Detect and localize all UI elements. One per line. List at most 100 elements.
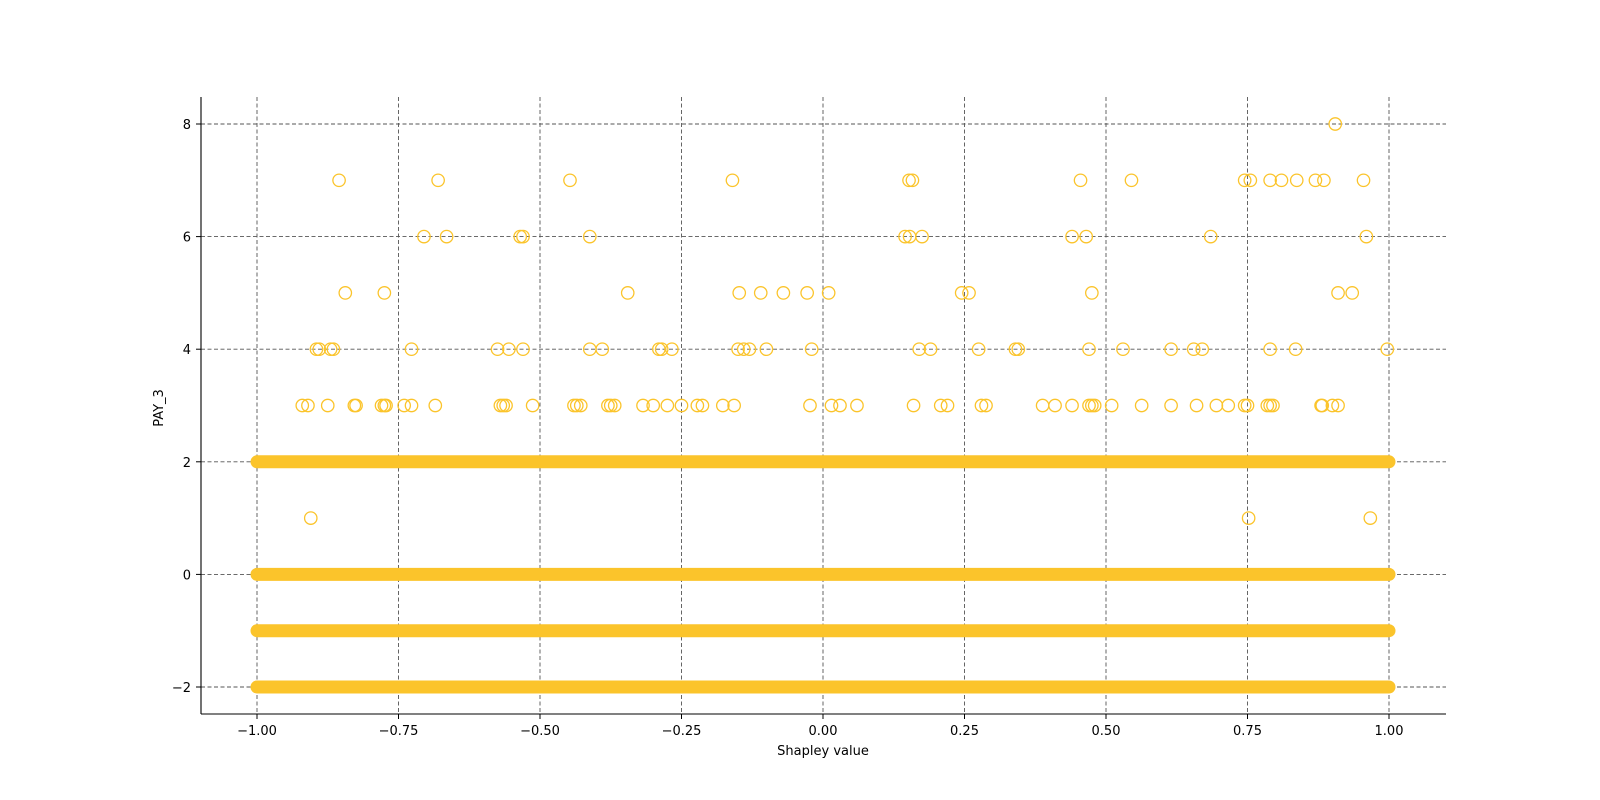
data-point — [742, 342, 757, 357]
data-point — [1164, 342, 1178, 357]
x-tick-label: −0.50 — [520, 724, 560, 739]
data-point — [962, 286, 976, 300]
data-point — [1079, 229, 1094, 244]
data-point — [573, 398, 588, 413]
data-point — [660, 398, 675, 413]
data-point — [776, 286, 791, 300]
data-point — [1189, 398, 1204, 413]
data-point — [1085, 398, 1099, 413]
data-point — [1263, 342, 1277, 357]
data-point — [1195, 342, 1210, 357]
y-axis-label: PAY_3 — [152, 389, 167, 427]
data-point — [654, 342, 669, 357]
data-point — [1315, 398, 1330, 413]
data-point — [1331, 286, 1345, 300]
x-axis-label: Shapley value — [777, 744, 869, 759]
data-point — [332, 173, 346, 188]
data-point — [1241, 511, 1256, 525]
data-point — [1359, 229, 1374, 244]
data-point — [582, 229, 597, 244]
data-point — [665, 342, 679, 357]
data-point — [954, 286, 969, 300]
data-point — [759, 342, 774, 357]
data-point — [502, 342, 516, 357]
data-point — [326, 342, 341, 357]
data-point — [404, 342, 419, 357]
data-point — [525, 398, 540, 413]
data-point — [732, 286, 747, 300]
data-point — [727, 398, 741, 413]
data-point — [715, 398, 730, 413]
data-point — [824, 398, 839, 413]
data-point — [1116, 342, 1130, 357]
data-point — [979, 398, 993, 413]
data-point — [1345, 286, 1360, 300]
x-tick-label: −0.25 — [662, 724, 702, 739]
data-point — [1288, 342, 1303, 357]
y-axis-ticks: −2 0 2 4 6 8 — [172, 118, 201, 696]
data-point — [607, 398, 622, 413]
data-point — [563, 173, 577, 188]
data-point — [1221, 398, 1236, 413]
data-point — [417, 229, 431, 244]
data-point — [1209, 398, 1224, 413]
y-tick-label: −2 — [172, 681, 191, 696]
data-point — [1274, 173, 1289, 188]
y-tick-label: 0 — [183, 568, 191, 583]
data-point — [338, 286, 353, 300]
data-point — [1308, 173, 1323, 188]
data-point — [1263, 173, 1277, 188]
y-tick-label: 2 — [183, 456, 191, 471]
data-point — [725, 173, 740, 188]
data-point — [1085, 286, 1099, 300]
data-point — [1186, 342, 1201, 357]
data-point — [1104, 398, 1119, 413]
data-point — [1328, 117, 1343, 131]
data-point — [1134, 398, 1149, 413]
x-axis-ticks: −1.00 −0.75 −0.50 −0.25 0.00 0.25 0.50 0.75 1.00 — [237, 714, 1403, 739]
data-point — [404, 398, 419, 413]
data-point — [898, 229, 912, 244]
data-point — [971, 342, 986, 357]
data-point — [1065, 229, 1079, 244]
data-point — [569, 398, 584, 413]
data-point — [1325, 398, 1340, 413]
data-point — [603, 398, 618, 413]
x-tick-label: 1.00 — [1375, 724, 1404, 739]
data-point — [379, 398, 393, 413]
data-point — [516, 342, 530, 357]
y-tick-label: 6 — [183, 231, 191, 246]
data-point — [1289, 173, 1304, 188]
data-point — [736, 342, 751, 357]
data-point — [620, 286, 635, 300]
data-point — [1048, 398, 1062, 413]
data-point — [1317, 173, 1331, 188]
data-point — [303, 511, 318, 525]
data-point — [1356, 173, 1371, 188]
data-point — [516, 229, 530, 244]
data-point — [1314, 398, 1328, 413]
data-point — [690, 398, 705, 413]
data-point — [377, 286, 392, 300]
data-point — [646, 398, 661, 413]
x-tick-label: −0.75 — [379, 724, 419, 739]
data-point — [431, 173, 445, 188]
data-point — [301, 398, 315, 413]
data-point — [803, 398, 817, 413]
data-point — [636, 398, 650, 413]
data-point — [428, 398, 443, 413]
x-tick-label: 0.00 — [809, 724, 838, 739]
data-point — [1331, 398, 1345, 413]
data-point — [974, 398, 989, 413]
data-point — [439, 229, 454, 244]
data-point — [397, 398, 412, 413]
x-tick-label: 0.50 — [1092, 724, 1121, 739]
x-tick-label: 0.25 — [950, 724, 979, 739]
data-point — [800, 286, 815, 300]
data-point — [1266, 398, 1280, 413]
data-point — [496, 398, 511, 413]
data-point — [804, 342, 819, 357]
data-point — [833, 398, 847, 413]
x-tick-label: −1.00 — [237, 724, 277, 739]
data-point — [940, 398, 955, 413]
